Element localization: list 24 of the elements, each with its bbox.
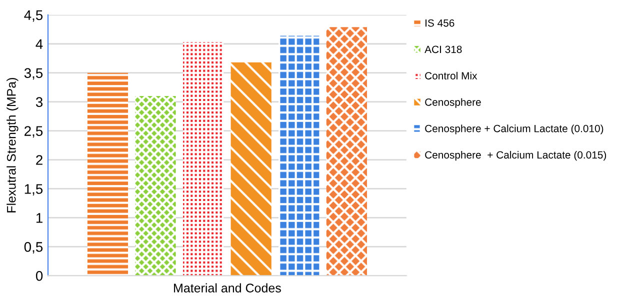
bar [135,96,176,276]
legend-label: Control Mix [425,72,478,80]
y-tick-label: 3,5 [24,68,43,80]
y-axis-title: Flexutral Strength (MPa) [6,78,18,212]
bar [230,62,272,276]
y-tick-label: 1,5 [24,184,43,196]
bar [326,27,367,276]
legend-label: IS 456 [426,19,454,27]
bar [87,72,128,276]
x-axis-title: Material and Codes [174,283,281,292]
y-tick-label: 2 [36,155,42,165]
legend-label: Cenosphere [425,98,481,108]
legend-label: Cenosphere + Calcium Lactate (0.015) [425,150,606,161]
y-tick-label: 1 [36,213,42,223]
y-tick-label: 4 [36,39,43,49]
legend-label: ACI 318 [424,46,462,54]
y-tick-label: 4,5 [24,10,43,22]
y-tick-label: 0,5 [24,242,43,254]
y-tick-label: 0 [36,270,43,281]
bar [182,42,224,276]
bar [278,36,320,276]
y-tick-label: 2,5 [24,126,43,138]
legend-label: Cenosphere + Calcium Lactate (0.010) [425,124,604,134]
y-tick-label: 3 [36,97,43,107]
